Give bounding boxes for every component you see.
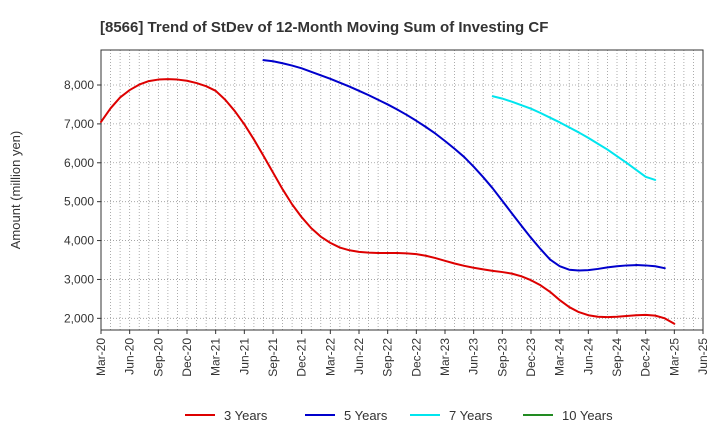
x-tick-label: Dec-21 bbox=[295, 338, 309, 377]
y-tick-label: 8,000 bbox=[64, 78, 94, 92]
y-tick-label: 2,000 bbox=[64, 311, 94, 325]
y-tick-label: 3,000 bbox=[64, 272, 94, 286]
x-tick-label: Sep-24 bbox=[610, 338, 624, 377]
legend-label-7-years: 7 Years bbox=[449, 408, 493, 423]
legend: 3 Years 5 Years 7 Years 10 Years bbox=[185, 408, 613, 423]
x-tick-label: Jun-24 bbox=[581, 338, 595, 375]
y-tick-label: 6,000 bbox=[64, 156, 94, 170]
x-tick-label: Jun-21 bbox=[237, 338, 251, 375]
x-tick-label: Mar-24 bbox=[553, 338, 567, 376]
x-tick-label: Mar-20 bbox=[94, 338, 108, 376]
x-tick-label: Dec-20 bbox=[180, 338, 194, 377]
y-axis-ticks: 2,000 3,000 4,000 5,000 6,000 7,000 8,000 bbox=[64, 78, 101, 325]
legend-label-3-years: 3 Years bbox=[224, 408, 268, 423]
x-tick-label: Mar-23 bbox=[438, 338, 452, 376]
x-tick-label: Dec-24 bbox=[639, 338, 653, 377]
series-line-7-years bbox=[491, 95, 657, 181]
legend-label-10-years: 10 Years bbox=[562, 408, 613, 423]
x-axis-ticks: Mar-20 Jun-20 Sep-20 Dec-20 Mar-21 Jun-21 Sep-… bbox=[94, 330, 710, 377]
grid-layer bbox=[101, 50, 703, 330]
y-tick-label: 4,000 bbox=[64, 234, 94, 248]
series-line-3-years bbox=[100, 78, 676, 325]
x-tick-label: Mar-22 bbox=[323, 338, 337, 376]
x-tick-label: Mar-25 bbox=[667, 338, 681, 376]
y-axis-label: Amount (million yen) bbox=[8, 131, 23, 250]
x-tick-label: Dec-22 bbox=[409, 338, 423, 377]
x-tick-label: Jun-22 bbox=[352, 338, 366, 375]
series-layer bbox=[100, 59, 676, 325]
x-tick-label: Sep-22 bbox=[381, 338, 395, 377]
x-tick-label: Sep-23 bbox=[495, 338, 509, 377]
x-tick-label: Mar-21 bbox=[209, 338, 223, 376]
x-tick-label: Sep-20 bbox=[151, 338, 165, 377]
plot-frame bbox=[100, 49, 704, 331]
x-tick-label: Dec-23 bbox=[524, 338, 538, 377]
x-tick-label: Jun-23 bbox=[467, 338, 481, 375]
legend-label-5-years: 5 Years bbox=[344, 408, 388, 423]
y-tick-label: 7,000 bbox=[64, 117, 94, 131]
series-line-5-years bbox=[262, 59, 666, 272]
chart-title: [8566] Trend of StDev of 12-Month Moving… bbox=[100, 19, 548, 36]
x-tick-label: Jun-25 bbox=[696, 338, 710, 375]
x-tick-label: Sep-21 bbox=[266, 338, 280, 377]
x-tick-label: Jun-20 bbox=[123, 338, 137, 375]
y-tick-label: 5,000 bbox=[64, 195, 94, 209]
